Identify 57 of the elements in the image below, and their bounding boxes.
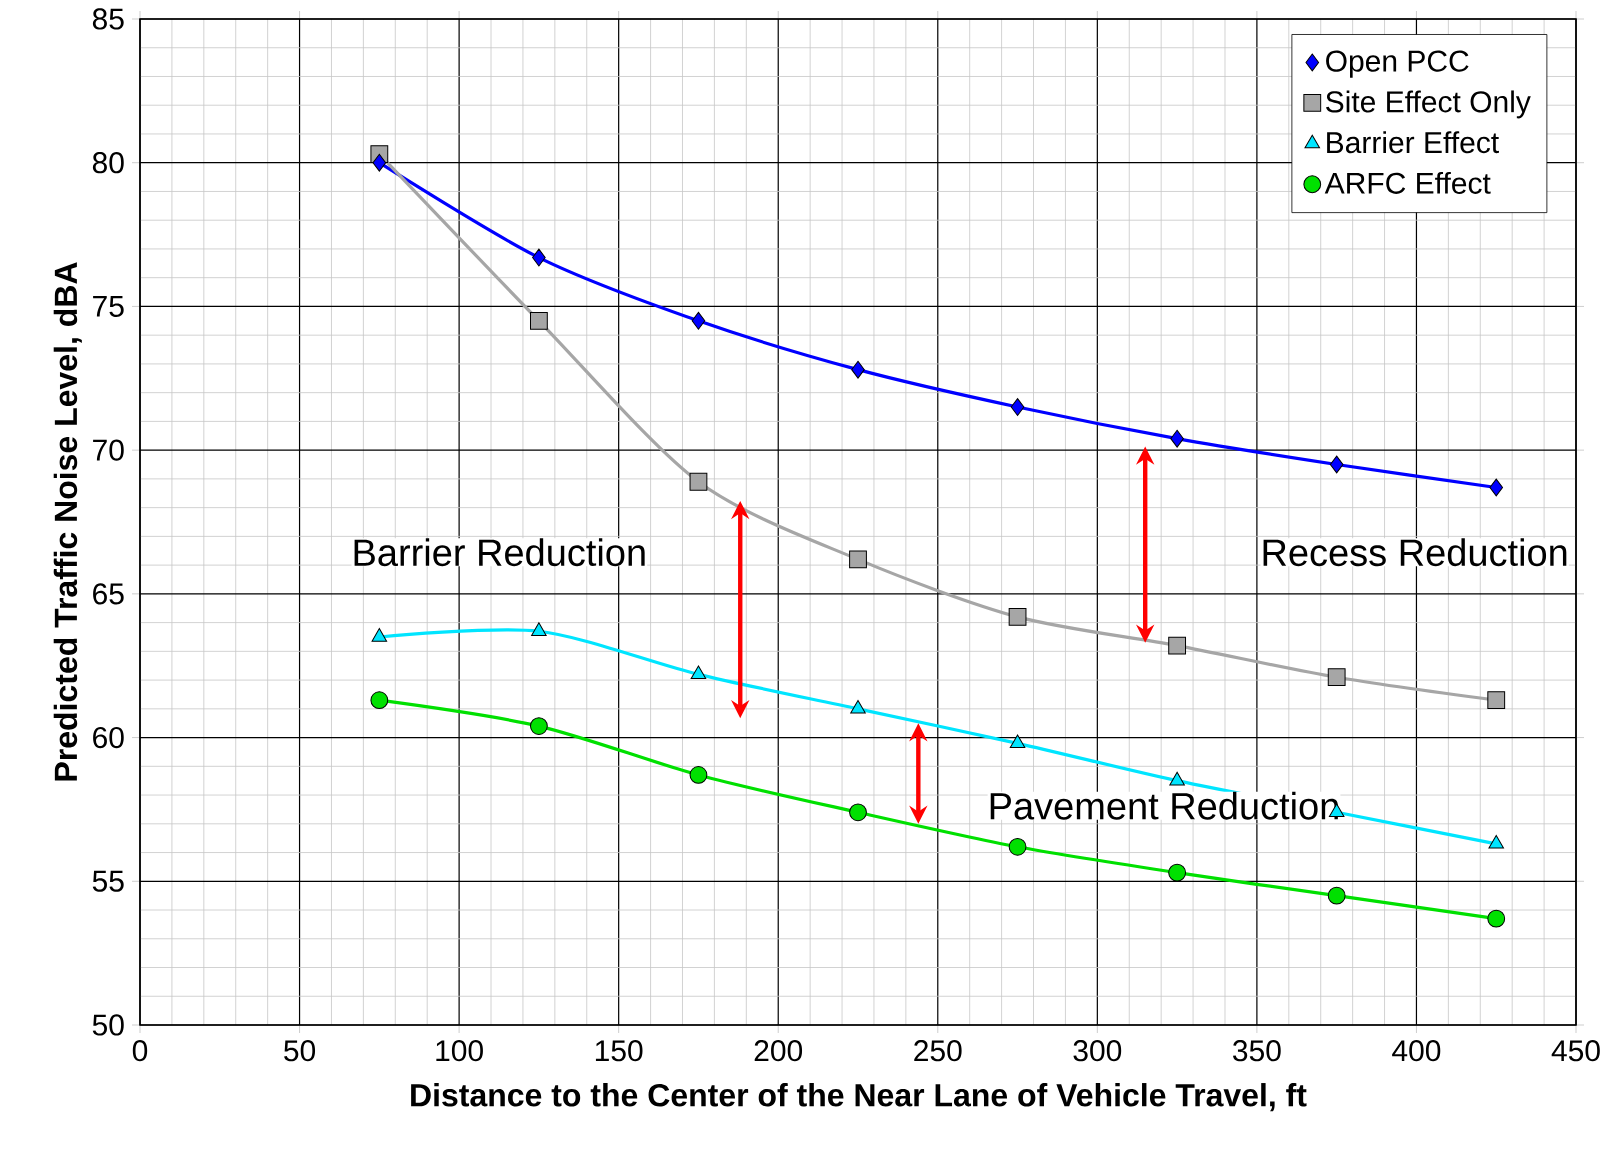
x-tick-label: 450 <box>1551 1040 1600 1062</box>
point <box>1487 691 1506 710</box>
point <box>1327 886 1346 905</box>
point <box>851 360 865 379</box>
point <box>850 699 866 714</box>
legend-label: Site Effect Only <box>1326 90 1531 119</box>
point <box>370 691 389 710</box>
point <box>691 311 706 330</box>
point <box>1168 636 1187 655</box>
legend-label: Barrier Effect <box>1327 131 1499 154</box>
y-tick-label: 70 <box>93 439 124 461</box>
y-tick-label: 80 <box>92 152 124 174</box>
annotation: Barrier Reduction <box>354 538 645 567</box>
point <box>1488 835 1504 849</box>
point <box>531 622 547 636</box>
x-tick-label: 100 <box>436 1040 483 1062</box>
x-tick-label: 0 <box>132 1040 148 1062</box>
y-tick-label: 60 <box>93 726 124 749</box>
point <box>1010 398 1025 416</box>
y-tick-label: 75 <box>93 295 124 317</box>
annotation: Pavement Reduction <box>990 791 1338 820</box>
point <box>530 311 548 330</box>
x-tick-label: 300 <box>1073 1040 1122 1062</box>
point <box>690 665 707 680</box>
point <box>1008 607 1027 626</box>
point <box>1327 668 1346 687</box>
point <box>849 550 867 569</box>
x-axis-title: Distance to the Center of the Near Lane of Vehicle Travel, ft <box>411 1083 1307 1112</box>
point <box>530 717 548 735</box>
y-tick-label: 85 <box>92 8 124 30</box>
y-tick-label: 55 <box>92 870 124 892</box>
x-tick-label: 150 <box>595 1040 643 1062</box>
point <box>1009 734 1026 749</box>
y-axis-title: Predicted Traffic Noise Level, dBA <box>53 262 82 781</box>
legend-label: Open PCC <box>1326 50 1469 78</box>
point <box>532 248 546 267</box>
y-tick-label: 65 <box>93 583 124 605</box>
x-tick-label: 200 <box>754 1040 803 1062</box>
legend-label: ARFC Effect <box>1324 171 1491 194</box>
y-tick-label: 50 <box>92 1014 124 1036</box>
point <box>689 766 708 784</box>
x-tick-label: 50 <box>284 1040 316 1062</box>
point <box>1169 771 1185 786</box>
point <box>372 153 387 172</box>
annotation: Recess Reduction <box>1263 538 1567 567</box>
point <box>1489 478 1504 497</box>
point <box>689 472 708 491</box>
point <box>1487 909 1506 928</box>
point <box>1168 863 1187 882</box>
x-tick-label: 400 <box>1392 1040 1441 1062</box>
point <box>849 803 867 822</box>
point <box>1008 837 1027 856</box>
x-tick-label: 350 <box>1233 1040 1281 1062</box>
point <box>1329 455 1344 474</box>
point <box>1170 429 1184 448</box>
point <box>371 628 388 642</box>
x-tick-label: 250 <box>914 1040 962 1062</box>
